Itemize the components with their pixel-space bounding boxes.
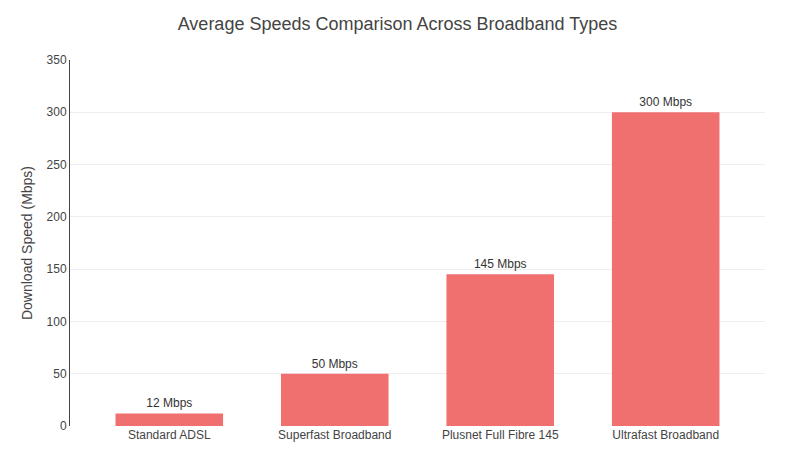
svg-text:Standard ADSL: Standard ADSL (128, 428, 211, 442)
svg-text:200: 200 (47, 210, 67, 224)
svg-text:50 Mbps: 50 Mbps (312, 357, 358, 371)
svg-text:145 Mbps: 145 Mbps (474, 257, 527, 271)
svg-text:300: 300 (47, 105, 67, 119)
svg-text:Average Speeds Comparison Acro: Average Speeds Comparison Across Broadba… (178, 14, 618, 34)
svg-text:100: 100 (47, 315, 67, 329)
svg-text:50: 50 (53, 367, 67, 381)
svg-text:Ultrafast Broadband: Ultrafast Broadband (612, 428, 719, 442)
svg-text:350: 350 (47, 53, 67, 67)
svg-text:250: 250 (47, 158, 67, 172)
svg-text:0: 0 (60, 419, 67, 433)
svg-text:12 Mbps: 12 Mbps (146, 396, 192, 410)
svg-text:300 Mbps: 300 Mbps (639, 95, 692, 109)
svg-text:Superfast Broadband: Superfast Broadband (278, 428, 391, 442)
svg-text:Plusnet Full Fibre 145: Plusnet Full Fibre 145 (442, 428, 559, 442)
svg-text:Download Speed (Mbps): Download Speed (Mbps) (19, 166, 35, 320)
svg-text:150: 150 (47, 262, 67, 276)
